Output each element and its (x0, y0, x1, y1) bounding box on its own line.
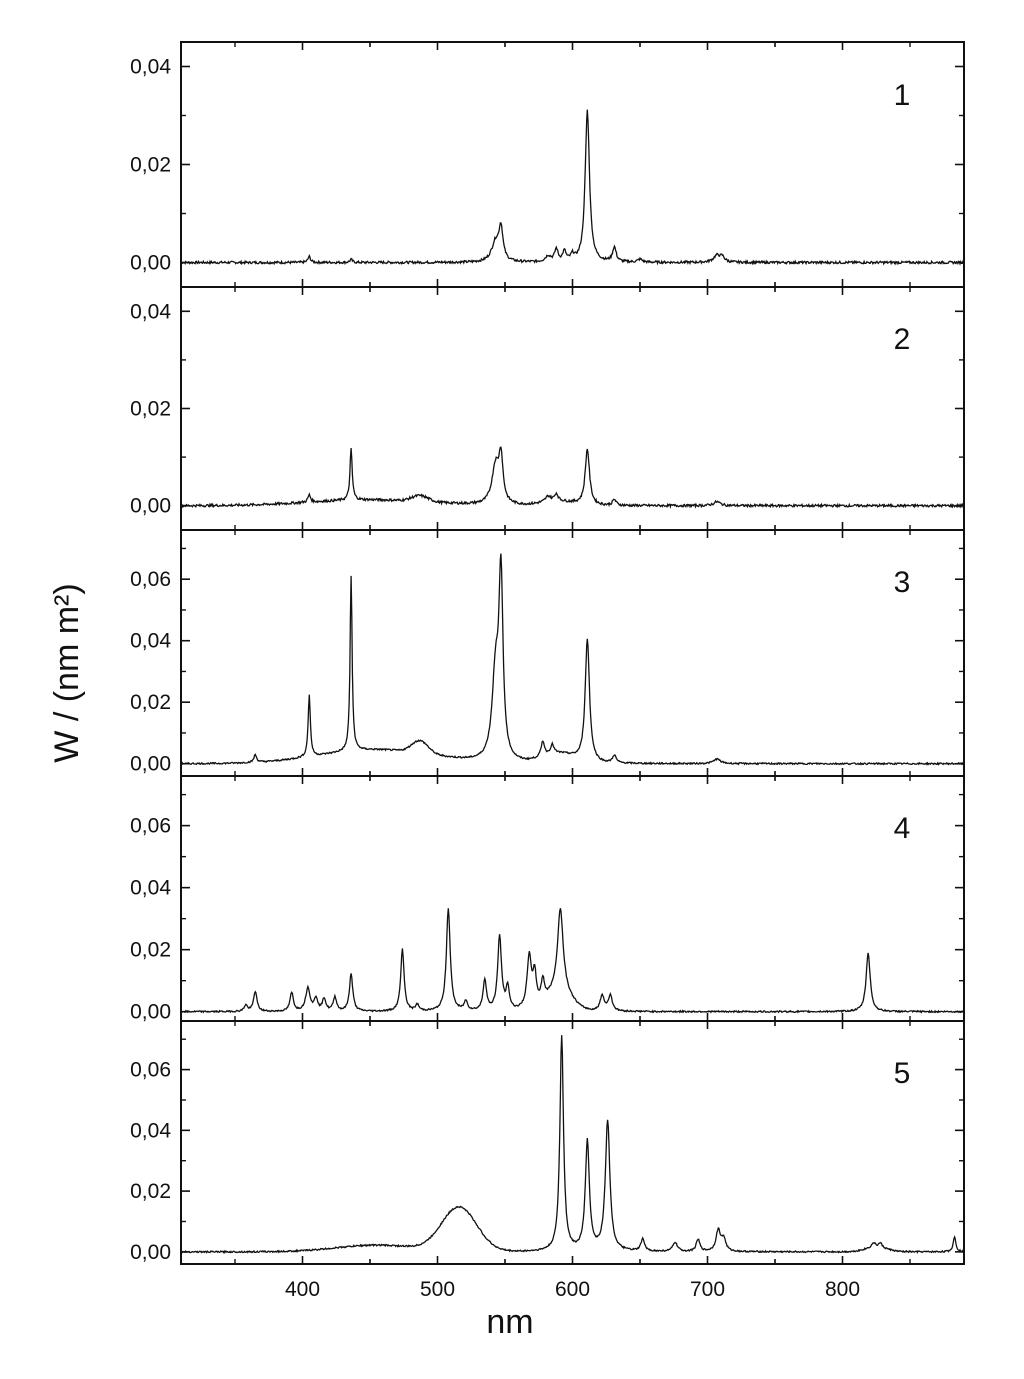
y-tick-label: 0,06 (130, 568, 171, 591)
y-tick-label: 0,00 (130, 753, 171, 776)
spectrum-line-1 (180, 109, 964, 266)
spectrum-line-3 (180, 553, 965, 766)
y-tick-label: 0,04 (130, 56, 171, 79)
panel-frame (180, 286, 965, 531)
x-tick-label: 500 (420, 1278, 455, 1301)
y-tick-label: 0,02 (130, 398, 171, 421)
y-tick-label: 0,02 (130, 154, 171, 177)
y-tick-label: 0,02 (130, 691, 171, 714)
panel-5: 0,00 0,02 0,04 0,06 5 (130, 1020, 965, 1265)
y-tick-label: 0,02 (130, 1180, 171, 1203)
panel-label: 3 (894, 566, 911, 599)
panel-2: 0,00 0,02 0,04 2 (130, 286, 965, 531)
spectrum-line-2 (180, 446, 964, 510)
panels-group: 0,000,020,0410,000,020,0420,000,020,040,… (130, 41, 965, 1265)
y-tick-label: 0,04 (130, 877, 171, 900)
panel-1: 0,00 0,02 0,04 1 (130, 41, 965, 288)
panel-frame (180, 775, 965, 1022)
panel-label: 4 (894, 812, 911, 845)
y-axis-title: W / (nm m²) (48, 583, 86, 762)
y-tick-label: 0,00 (130, 1001, 171, 1024)
x-tick-label: 600 (555, 1278, 590, 1301)
panel-label: 2 (894, 323, 911, 356)
x-axis-title: nm (486, 1303, 533, 1341)
panel-frame (180, 529, 965, 777)
y-tick-label: 0,02 (130, 939, 171, 962)
y-tick-label: 0,00 (130, 252, 171, 275)
panel-frame (180, 1020, 965, 1265)
x-tick-label: 700 (690, 1278, 725, 1301)
panel-4: 0,00 0,02 0,04 0,06 4 (130, 775, 965, 1024)
y-tick-label: 0,00 (130, 1241, 171, 1264)
y-tick-label: 0,06 (130, 1059, 171, 1082)
y-tick-label: 0,04 (130, 630, 171, 653)
y-tick-label: 0,04 (130, 1119, 171, 1142)
y-tick-label: 0,00 (130, 495, 171, 518)
x-tick-label: 400 (285, 1278, 320, 1301)
x-tick-label: 800 (825, 1278, 860, 1301)
spectrum-line-4 (180, 908, 965, 1014)
panel-label: 1 (894, 79, 911, 112)
spectrum-line-5 (180, 1035, 965, 1255)
y-tick-label: 0,06 (130, 815, 171, 838)
x-axis: 400 500 600 700 800 (285, 1278, 860, 1301)
panel-label: 5 (894, 1057, 911, 1090)
panel-3: 0,00 0,02 0,04 0,06 3 (130, 529, 965, 777)
y-tick-label: 0,04 (130, 300, 171, 323)
